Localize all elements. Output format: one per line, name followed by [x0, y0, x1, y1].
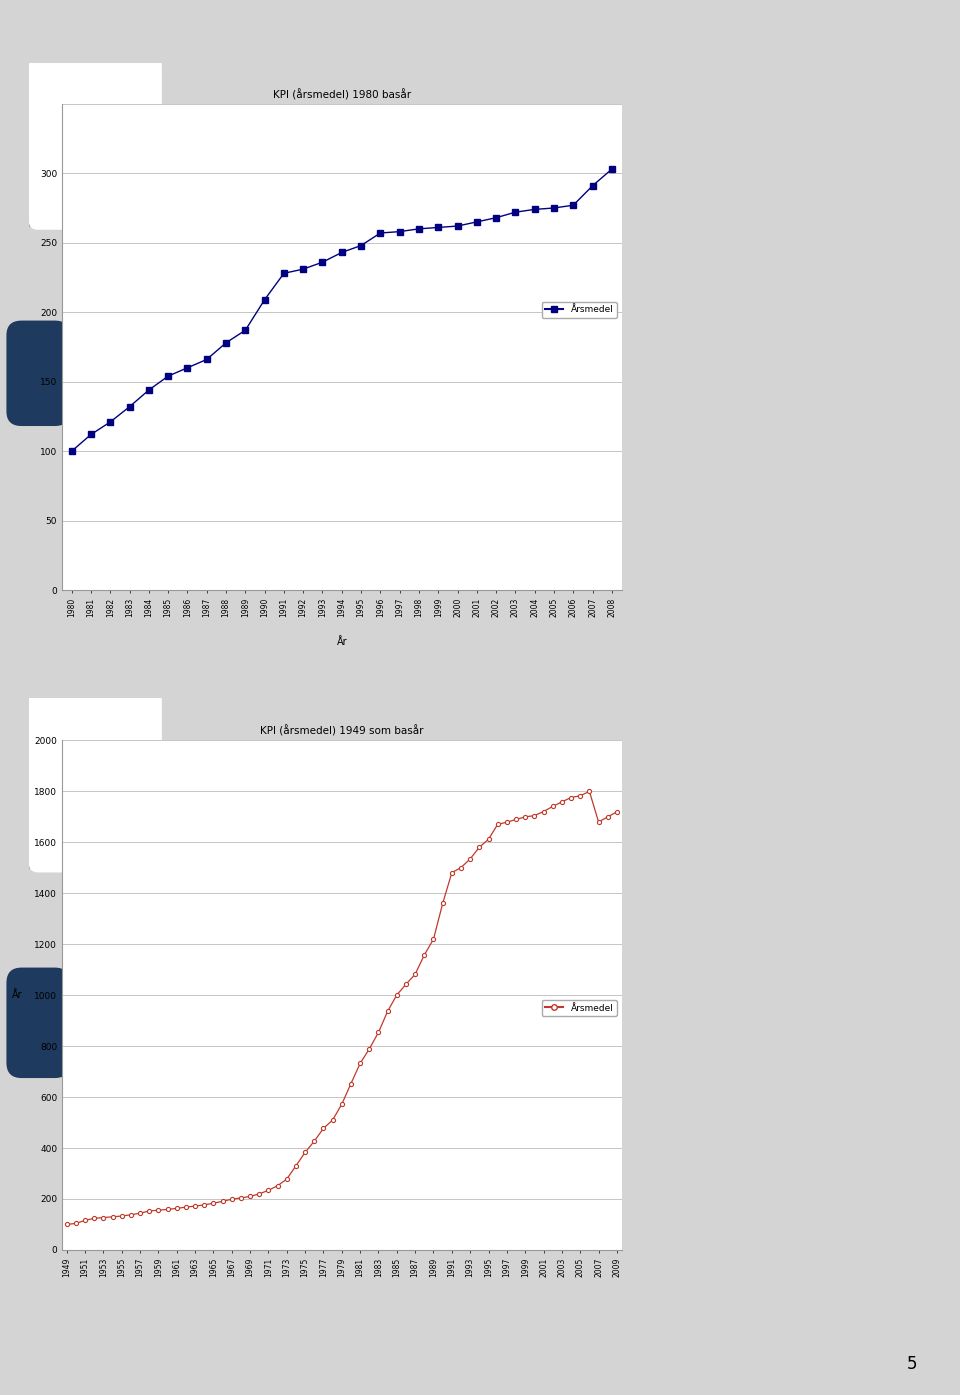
X-axis label: År: År: [336, 636, 348, 646]
FancyBboxPatch shape: [29, 57, 162, 230]
Bar: [29, 63, 156, 227]
Title: KPI (årsmedel) 1949 som basår: KPI (årsmedel) 1949 som basår: [260, 725, 423, 737]
Y-axis label: År: År: [12, 990, 23, 1000]
FancyBboxPatch shape: [7, 321, 70, 425]
Text: 5: 5: [907, 1356, 917, 1373]
Legend: Årsmedel: Årsmedel: [541, 1000, 617, 1016]
FancyBboxPatch shape: [29, 692, 162, 872]
Legend: Årsmedel: Årsmedel: [541, 301, 617, 318]
Bar: [29, 698, 156, 869]
FancyBboxPatch shape: [7, 968, 70, 1078]
Bar: [486, 979, 528, 1078]
Title: KPI (årsmedel) 1980 basår: KPI (årsmedel) 1980 basår: [273, 89, 411, 100]
